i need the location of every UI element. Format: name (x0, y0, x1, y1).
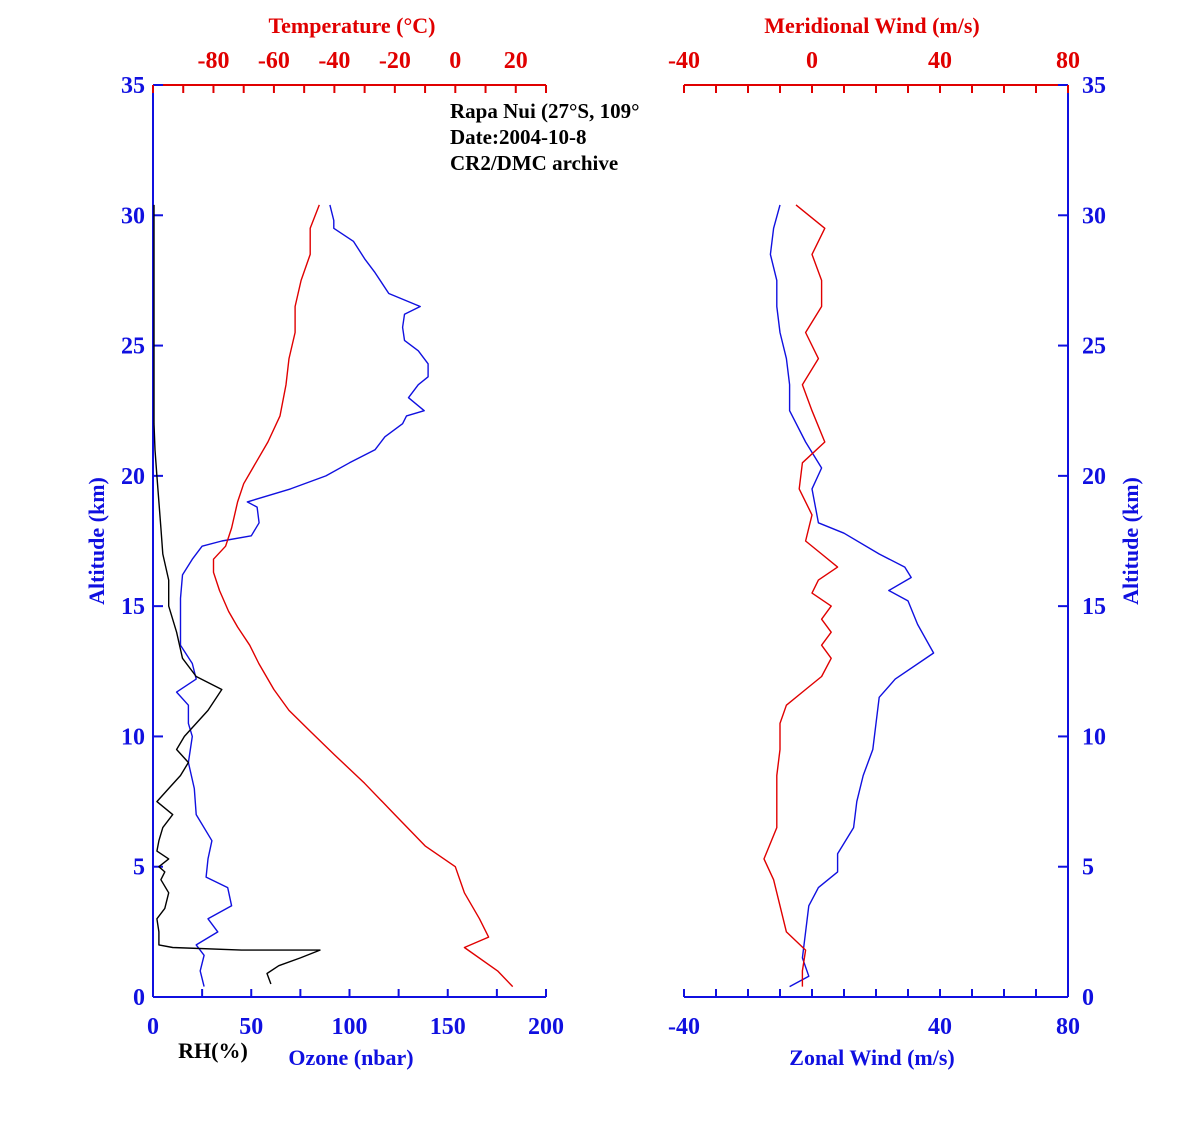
x-bottom-tick-label: 200 (528, 1014, 564, 1040)
x-bottom-tick-label: -40 (668, 1014, 700, 1040)
y-tick-label: 0 (133, 985, 145, 1011)
right-x-top-ticks: -40 0 40 80 (668, 48, 1080, 93)
x-bottom-tick-label: 150 (430, 1014, 466, 1040)
right-y-axis-title: Altitude (km) (1118, 477, 1143, 605)
y-tick-label: 10 (121, 724, 145, 750)
x-top-tick-label: -60 (258, 48, 290, 74)
annotation-archive: CR2/DMC archive (450, 151, 618, 175)
left-x-bottom-ticks: 0 50 100 150 200 (147, 989, 564, 1040)
x-top-tick-label: 20 (504, 48, 528, 74)
x-top-tick-label: 0 (806, 48, 818, 74)
x-top-tick-label: -40 (668, 48, 700, 74)
x-top-tick-label: -20 (379, 48, 411, 74)
x-bottom-tick-label: 40 (928, 1014, 952, 1040)
y-tick-label: 20 (1082, 464, 1106, 490)
meridional-wind-m-s-line (763, 204, 839, 987)
x-bottom-tick-label: 100 (332, 1014, 368, 1040)
zonal-wind-axis-title: Zonal Wind (m/s) (789, 1045, 954, 1070)
rh-axis-title: RH(%) (178, 1038, 248, 1063)
right-top-axis-title: Meridional Wind (m/s) (764, 13, 980, 38)
y-tick-label: 5 (1082, 855, 1094, 881)
x-top-tick-label: -80 (197, 48, 229, 74)
y-tick-label: 30 (1082, 203, 1106, 229)
temperature-c-line (212, 204, 514, 988)
annotation-station: Rapa Nui (27°S, 109° (450, 99, 640, 123)
y-tick-label: 5 (133, 855, 145, 881)
x-top-tick-label: 80 (1056, 48, 1080, 74)
y-tick-label: 25 (1082, 334, 1106, 360)
y-tick-label: 10 (1082, 724, 1106, 750)
zonal-wind-m-s-line (769, 204, 935, 988)
x-bottom-tick-label: 80 (1056, 1014, 1080, 1040)
x-top-tick-label: 0 (449, 48, 461, 74)
x-top-tick-label: 40 (928, 48, 952, 74)
y-tick-label: 35 (121, 73, 145, 99)
left-top-axis-title: Temperature (°C) (268, 13, 435, 38)
y-tick-label: 15 (1082, 594, 1106, 620)
x-bottom-tick-label: 50 (239, 1014, 263, 1040)
right-x-bottom-ticks: -40 40 80 (668, 989, 1080, 1040)
y-tick-label: 20 (121, 464, 145, 490)
right-y-ticks: 0 5 10 15 20 25 30 35 (1058, 73, 1106, 1011)
y-tick-label: 30 (121, 203, 145, 229)
left-y-ticks: 0 5 10 15 20 25 30 35 (121, 73, 163, 1011)
left-x-top-ticks: -80 -60 -40 -20 0 20 (152, 48, 547, 93)
right-panel: 0 5 10 15 20 25 30 35 -40 40 80 -40 0 40 80 Meridion… (668, 13, 1143, 1070)
right-series (763, 204, 935, 988)
rh-line (153, 204, 321, 985)
annotation-date: Date:2004-10-8 (450, 125, 586, 149)
left-series (153, 204, 514, 988)
x-bottom-tick-label: 0 (147, 1014, 159, 1040)
ozone-nbar-line (175, 204, 429, 987)
ozone-axis-title: Ozone (nbar) (288, 1045, 413, 1070)
y-tick-label: 15 (121, 594, 145, 620)
y-tick-label: 0 (1082, 985, 1094, 1011)
y-tick-label: 35 (1082, 73, 1106, 99)
y-tick-label: 25 (121, 334, 145, 360)
x-top-tick-label: -40 (318, 48, 350, 74)
left-y-axis-title: Altitude (km) (84, 477, 109, 605)
